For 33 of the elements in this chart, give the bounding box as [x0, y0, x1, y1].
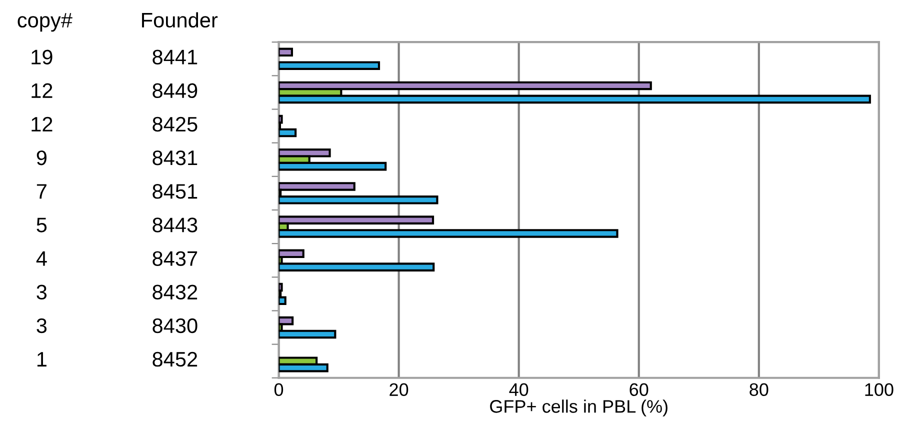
- y-tick-label: 8431: [152, 150, 198, 166]
- x-axis-title: GFP+ cells in PBL (%): [490, 400, 668, 416]
- text: 5: [36, 218, 47, 232]
- text: 1: [37, 352, 46, 366]
- text: 4: [36, 251, 47, 266]
- x-tick-label: 60: [630, 383, 648, 396]
- y-tick-label: 8441: [152, 50, 198, 64]
- text: 12: [32, 83, 52, 98]
- y-tick-label: 8430: [152, 318, 198, 334]
- y-tick-label: 8443: [152, 218, 198, 232]
- x-tick-label: 80: [750, 383, 768, 396]
- y-tick-label: 8451: [152, 184, 198, 199]
- bar: [278, 249, 304, 258]
- text: 7: [36, 184, 46, 199]
- text: 3: [36, 318, 47, 334]
- x-tick-label: 20: [390, 383, 408, 396]
- text: 3: [36, 284, 47, 300]
- y-tick-label: 8449: [152, 83, 198, 98]
- x-tick-label: 0: [274, 383, 284, 396]
- bar: [278, 48, 294, 57]
- bar: [278, 282, 283, 292]
- text: copy#: [18, 13, 72, 32]
- x-tick-label: 40: [509, 383, 528, 396]
- y-axis-title: Founder: [142, 12, 218, 28]
- text: 12: [32, 116, 52, 132]
- y-tick-label: 8425: [152, 116, 198, 132]
- y-tick-label: 8432: [152, 284, 198, 300]
- text: 9: [36, 150, 46, 166]
- y-tick-label: 8437: [152, 251, 198, 266]
- y-tick-label: 8452: [152, 352, 198, 367]
- x-tick-label: 100: [865, 383, 894, 396]
- bar: [278, 61, 380, 70]
- text: 19: [32, 50, 52, 64]
